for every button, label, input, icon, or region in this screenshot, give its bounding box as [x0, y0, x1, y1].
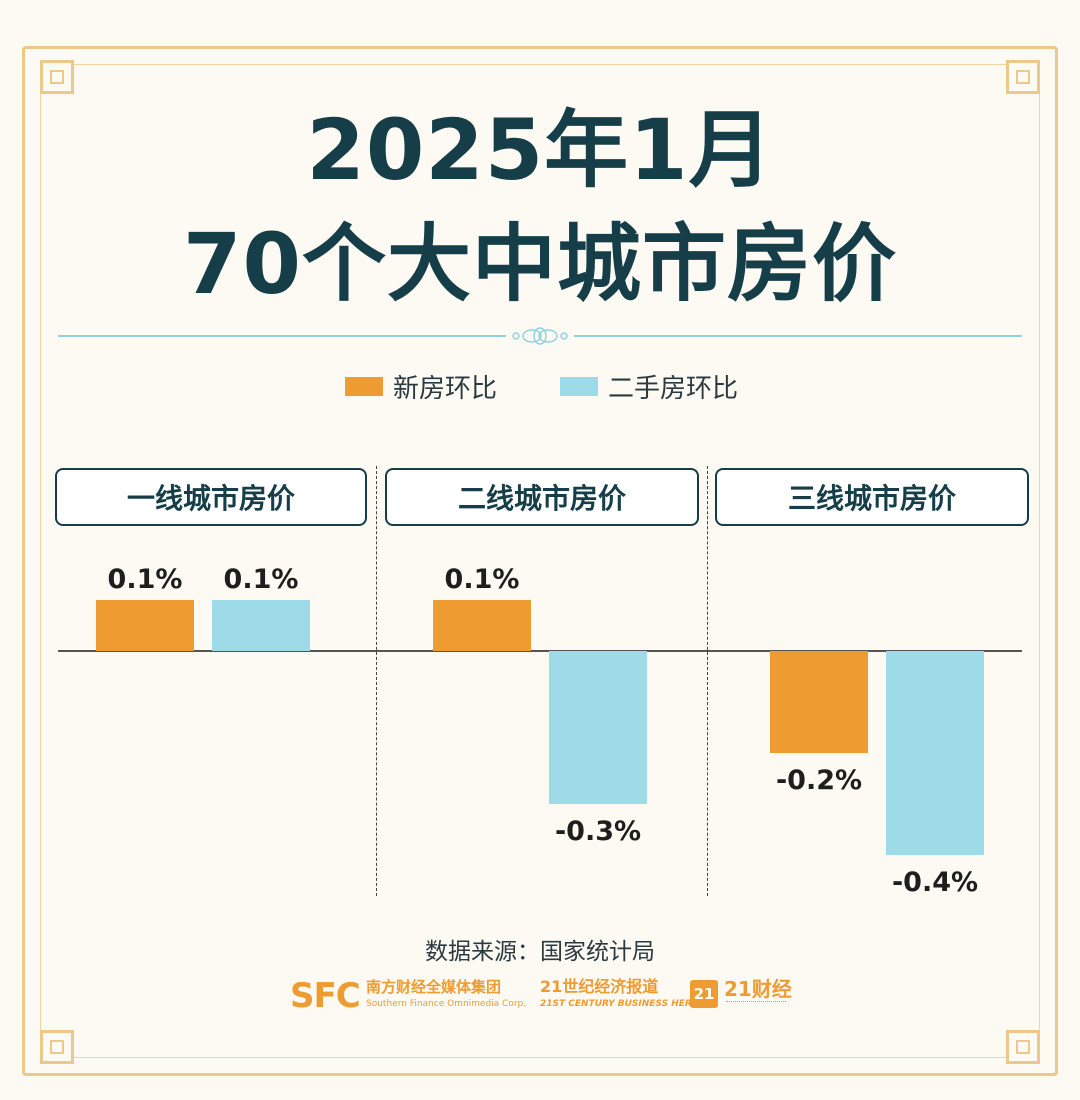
publisher-logos: SFC 南方财经全媒体集团 Southern Finance Omnimedia…: [0, 976, 1080, 1016]
title-divider: [58, 326, 1022, 346]
value-label-second-hand-tier3: -0.4%: [892, 867, 978, 898]
value-label-second-hand-tier1: 0.1%: [224, 564, 299, 595]
legend-swatch-second-hand: [560, 377, 598, 396]
bar-new-home-tier2: [433, 600, 531, 651]
bar-new-home-tier1: [96, 600, 194, 651]
value-label-second-hand-tier2: -0.3%: [555, 816, 641, 847]
chart-legend: 新房环比 二手房环比: [0, 368, 1080, 408]
panel-separator: [376, 466, 377, 896]
panel-header-tier3: 三线城市房价: [715, 468, 1029, 526]
title-line-2: 70个大中城市房价: [183, 215, 897, 313]
bar-new-home-tier3: [770, 651, 868, 753]
herald-name-en: 21ST CENTURY BUSINESS HERALD: [540, 999, 713, 1009]
knot-ornament-icon: [512, 327, 568, 345]
bar-second-hand-tier2: [549, 651, 647, 804]
data-source: 数据来源：国家统计局: [425, 939, 655, 965]
outer-frame: [22, 46, 1058, 1076]
frame-corner-ornament: [40, 1030, 74, 1064]
sfc-name-en: Southern Finance Omnimedia Corp.: [366, 999, 527, 1009]
inner-frame: [40, 64, 1040, 1058]
sfc-name-cn: 南方财经全媒体集团: [366, 978, 502, 996]
value-label-new-home-tier3: -0.2%: [776, 765, 862, 796]
title-line-1: 2025年1月: [306, 101, 774, 199]
panel-separator: [707, 466, 708, 896]
frame-corner-ornament: [40, 60, 74, 94]
cj-logo-badge: 21: [690, 980, 718, 1008]
legend-item-new-home: 新房环比: [345, 368, 497, 405]
herald-name-cn: 21世纪经济报道: [540, 977, 659, 996]
legend-item-second-hand: 二手房环比: [560, 368, 738, 405]
panel-header-tier1: 一线城市房价: [55, 468, 367, 526]
bar-second-hand-tier3: [886, 651, 984, 855]
panel-header-tier2: 二线城市房价: [385, 468, 699, 526]
sfc-logo: SFC: [290, 976, 361, 1016]
bar-second-hand-tier1: [212, 600, 310, 651]
legend-label-new-home: 新房环比: [393, 374, 498, 404]
value-label-new-home-tier2: 0.1%: [445, 564, 520, 595]
frame-corner-ornament: [1006, 60, 1040, 94]
value-label-new-home-tier1: 0.1%: [108, 564, 183, 595]
frame-corner-ornament: [1006, 1030, 1040, 1064]
cj-logo-name: 21财经: [724, 977, 792, 1001]
cj-logo-tagline: [726, 1001, 786, 1008]
legend-swatch-new-home: [345, 377, 383, 396]
legend-label-second-hand: 二手房环比: [608, 374, 739, 404]
